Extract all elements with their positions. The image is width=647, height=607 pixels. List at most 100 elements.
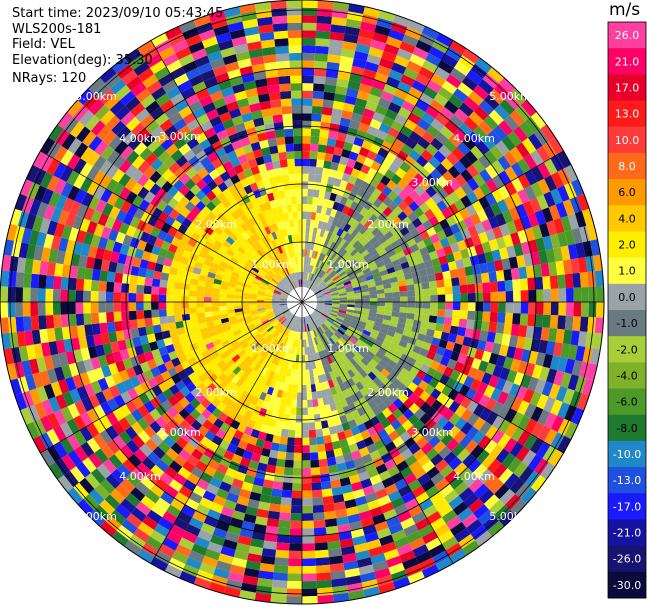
ppi-gate	[376, 335, 385, 344]
ppi-gate	[541, 381, 554, 397]
ppi-gate	[375, 313, 384, 320]
ppi-gate	[234, 237, 244, 247]
ppi-gate	[70, 253, 81, 267]
ppi-gate	[247, 553, 262, 563]
ppi-gate	[291, 204, 298, 212]
ppi-gate	[271, 488, 283, 498]
ppi-gate	[285, 398, 292, 408]
ppi-gate	[378, 582, 396, 594]
ppi-gate	[270, 328, 277, 336]
ppi-gate	[203, 296, 212, 302]
ppi-gate	[320, 333, 327, 342]
ppi-gate	[530, 111, 547, 129]
ppi-gate	[253, 333, 261, 340]
ppi-gate	[302, 218, 307, 227]
ppi-gate	[416, 262, 426, 271]
ppi-gate	[223, 272, 232, 279]
ppi-gate	[108, 362, 119, 376]
ppi-gate	[371, 343, 381, 352]
ppi-gate	[492, 125, 508, 141]
ppi-gate	[434, 323, 444, 332]
ppi-gate	[189, 408, 201, 420]
ppi-gate	[399, 550, 416, 563]
ppi-gate	[302, 158, 310, 167]
ppi-gate	[313, 181, 321, 191]
ppi-gate	[452, 293, 461, 302]
ppi-gate	[23, 316, 32, 332]
ppi-gate	[357, 423, 368, 433]
ppi-gate	[419, 348, 429, 358]
ppi-gate	[576, 193, 590, 211]
ppi-gate	[341, 545, 356, 556]
ppi-gate	[53, 276, 62, 290]
ppi-gate	[243, 426, 254, 436]
ppi-gate	[175, 155, 188, 168]
ppi-gate	[393, 264, 403, 272]
ppi-gate	[449, 114, 464, 129]
ppi-gate	[256, 302, 265, 305]
ppi-gate	[322, 254, 329, 263]
ppi-gate	[346, 340, 355, 348]
ppi-gate	[133, 141, 148, 156]
ppi-gate	[68, 313, 77, 327]
ppi-gate	[274, 129, 285, 138]
ppi-gate	[305, 280, 309, 288]
ppi-gate	[194, 334, 204, 343]
ppi-gate	[302, 437, 310, 446]
ppi-gate	[309, 369, 314, 378]
ppi-gate	[392, 454, 405, 466]
ppi-gate	[210, 57, 225, 70]
ppi-gate	[216, 382, 227, 392]
ppi-gate	[347, 378, 356, 387]
ppi-gate	[53, 409, 67, 426]
ppi-gate	[151, 294, 159, 302]
ppi-gate	[498, 468, 514, 484]
ppi-gate	[306, 384, 312, 393]
ppi-gate	[324, 340, 331, 348]
ppi-gate	[385, 515, 401, 528]
ppi-gate	[222, 474, 235, 486]
ppi-gate	[380, 140, 393, 152]
ppi-gate	[219, 306, 227, 311]
ppi-gate	[352, 355, 361, 364]
ppi-gate	[349, 274, 358, 281]
ppi-gate	[445, 302, 453, 310]
ppi-gate	[329, 362, 337, 371]
ppi-gate	[421, 314, 430, 323]
ppi-gate	[481, 372, 493, 385]
ppi-gate	[404, 155, 416, 167]
ppi-gate	[334, 319, 343, 325]
ppi-gate	[182, 460, 196, 473]
ppi-gate	[182, 276, 192, 285]
ppi-gate	[577, 257, 588, 273]
ppi-gate	[399, 291, 408, 297]
ppi-gate	[241, 302, 250, 306]
ppi-gate	[471, 234, 482, 246]
ppi-gate	[454, 173, 467, 187]
ppi-gate	[112, 421, 125, 436]
ppi-gate	[286, 242, 291, 251]
ppi-gate	[173, 302, 182, 309]
ppi-gate	[264, 300, 272, 302]
ppi-gate	[189, 313, 198, 320]
ppi-gate	[403, 387, 414, 398]
ppi-gate	[138, 199, 150, 212]
ppi-gate	[262, 154, 273, 164]
ppi-gate	[279, 305, 288, 308]
ppi-gate	[524, 185, 537, 201]
ppi-gate	[178, 195, 190, 207]
ppi-gate	[272, 191, 280, 200]
ppi-gate	[508, 206, 521, 221]
ppi-gate	[88, 77, 105, 94]
ppi-gate	[513, 126, 528, 143]
ppi-gate	[304, 249, 308, 257]
ppi-gate	[392, 408, 403, 420]
ppi-gate	[256, 305, 265, 310]
ppi-gate	[369, 290, 378, 295]
range-label: 2.00km	[367, 218, 409, 231]
ppi-gate	[358, 510, 372, 521]
ppi-gate	[415, 73, 431, 87]
ppi-gate	[159, 472, 174, 486]
ppi-gate	[83, 279, 92, 291]
ppi-gate	[268, 354, 275, 363]
